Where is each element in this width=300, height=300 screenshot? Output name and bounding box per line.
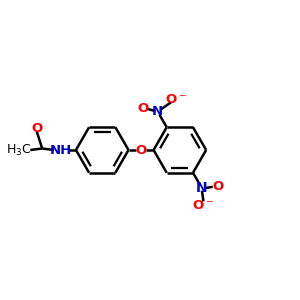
Text: NH: NH: [49, 143, 71, 157]
Text: O: O: [135, 143, 147, 157]
Text: O: O: [137, 102, 148, 115]
Text: H$_3$C: H$_3$C: [6, 142, 32, 158]
Text: N: N: [196, 181, 208, 195]
Text: N: N: [152, 105, 163, 118]
Text: O: O: [212, 180, 224, 193]
Text: O$^-$: O$^-$: [165, 93, 187, 106]
Text: O$^-$: O$^-$: [193, 199, 214, 212]
Text: O: O: [31, 122, 43, 135]
